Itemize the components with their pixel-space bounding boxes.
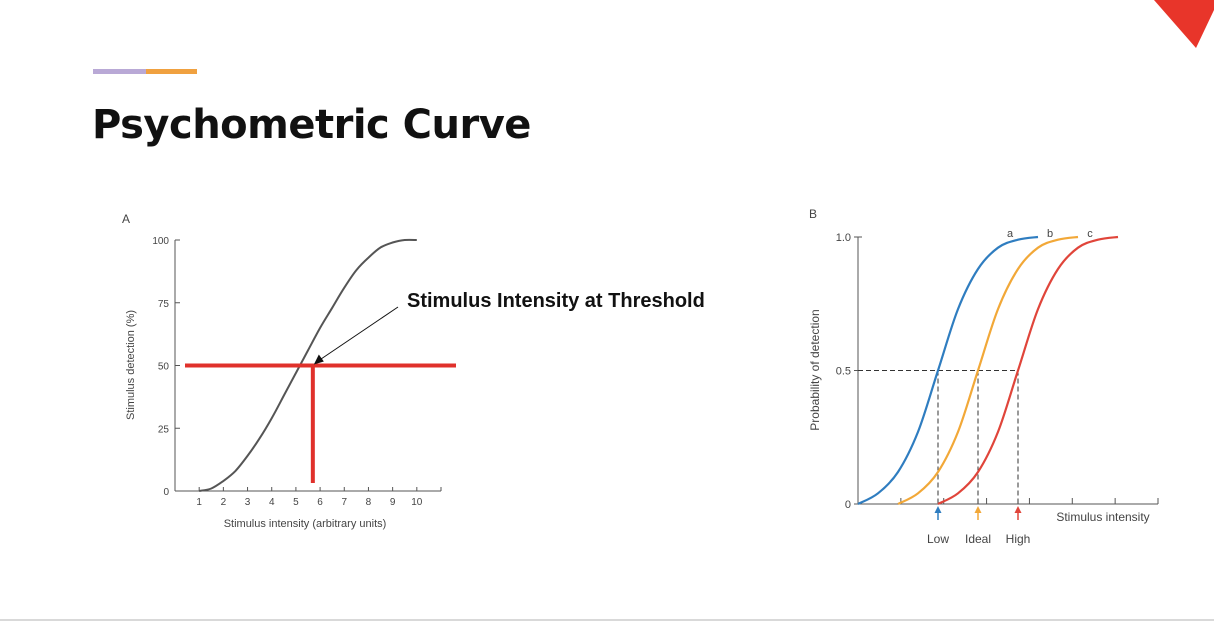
chart-a-x-tick-label: 1	[196, 497, 202, 508]
chart-a-x-tick-label: 9	[390, 497, 396, 508]
chart-b-curve-c	[937, 235, 1119, 505]
accent-bar-orange	[146, 69, 197, 74]
chart-a-y-tick-label: 50	[158, 362, 170, 373]
chart-b-marker-arrowhead-high	[1014, 506, 1022, 513]
chart-a-curve	[198, 238, 417, 492]
corner-triangle-decoration	[1154, 0, 1214, 48]
chart-b-y-tick-label: 0	[845, 499, 851, 511]
chart-b-marker-arrowhead-ideal	[974, 506, 982, 513]
chart-a-y-axis-label: Stimulus detection (%)	[125, 310, 137, 420]
chart-a-threshold-curve: A 0 25 50 75 100 1 2 3 4 5 6 7 8 9 10 Stimulus intensi…	[122, 212, 705, 530]
chart-b-marker-label-ideal: Ideal	[965, 532, 991, 546]
threshold-callout-text: Stimulus Intensity at Threshold	[407, 290, 705, 312]
chart-b-y-tick-label: 1.0	[836, 232, 851, 244]
chart-a-y-tick-label: 75	[158, 299, 170, 310]
chart-b-marker-label-high: High	[1006, 532, 1031, 546]
chart-a-y-tick-label: 0	[163, 487, 169, 498]
page-title: Psychometric Curve	[92, 102, 531, 148]
chart-b-curve-label-c: c	[1087, 228, 1093, 240]
chart-b-curve-label-a: a	[1007, 228, 1014, 240]
chart-a-y-tick-label: 25	[158, 424, 170, 435]
chart-a-x-tick-label: 4	[269, 497, 275, 508]
chart-a-x-axis-label: Stimulus intensity (arbitrary units)	[224, 518, 387, 530]
chart-b-marker-label-low: Low	[927, 532, 949, 546]
callout-arrow-head	[313, 354, 324, 365]
chart-a-x-tick-label: 6	[317, 497, 323, 508]
footer-divider	[0, 619, 1214, 621]
chart-a-x-tick-label: 3	[245, 497, 251, 508]
chart-a-panel-label: A	[122, 212, 130, 226]
chart-a-x-tick-label: 7	[341, 497, 347, 508]
chart-b-y-axis-label: Probability of detection	[808, 309, 822, 430]
chart-b-curve-b	[897, 235, 1079, 505]
chart-a-x-tick-label: 10	[411, 497, 423, 508]
chart-a-x-tick-label: 5	[293, 497, 299, 508]
chart-b-x-axis-label: Stimulus intensity	[1056, 510, 1149, 524]
chart-a-y-tick-label: 100	[152, 236, 169, 247]
chart-b-curve-label-b: b	[1047, 228, 1053, 240]
chart-b-marker-arrowhead-low	[934, 506, 942, 513]
chart-b-curve-a	[857, 235, 1039, 505]
chart-a-x-tick-label: 2	[221, 497, 227, 508]
chart-b-y-tick-label: 0.5	[836, 366, 851, 378]
chart-b-panel-label: B	[809, 207, 817, 221]
chart-a-x-tick-label: 8	[366, 497, 372, 508]
callout-arrow-line	[318, 306, 399, 361]
chart-b-detection-curves: B 0 0.5 1.0 a b c Low Ideal High Stimulus inte…	[808, 207, 1159, 546]
accent-bar-purple	[93, 69, 146, 74]
